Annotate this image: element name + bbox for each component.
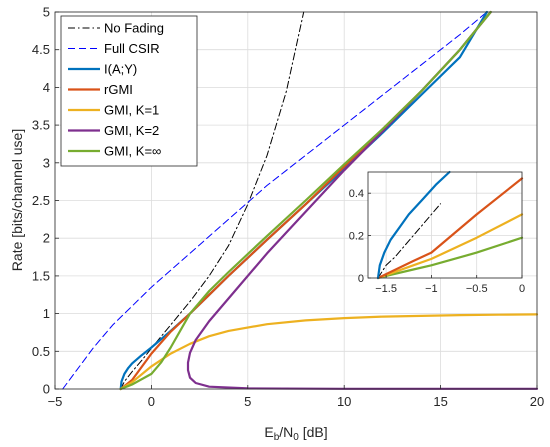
y-axis-label: Rate [bits/channel use] [9,129,25,271]
inset-series-line-no-fading [377,203,441,279]
y-tick-label: 0 [43,382,50,397]
series-line-full-csir [62,11,488,390]
inset-x-tick-label: −0.5 [466,283,488,295]
y-tick-label: 3 [43,155,50,170]
x-axis-label-sub-0: 0 [293,432,299,443]
inset-x-tick-label: −1.5 [375,283,397,295]
x-tick-label: −5 [48,394,63,409]
inset-series-line-rgmi [376,177,524,280]
legend-label-gmi-k-inf: GMI, K=∞ [104,144,161,159]
x-tick-label: 15 [433,394,447,409]
inset-y-tick-label: 0.2 [349,231,364,243]
x-axis-label-n: /N [279,424,293,440]
legend-label-no-fading: No Fading [104,21,164,36]
legend: No Fading Full CSIR I(A;Y) rGMI GMI, K=1 GMI,… [60,15,198,167]
series-line-gmi-k-2 [186,10,539,390]
series-line-gmi-k-1 [119,313,539,391]
inset-x-tick-label: 0 [519,283,525,295]
inset-y-tick-label: 0 [358,273,364,285]
y-tick-label: 1.5 [32,268,50,283]
y-tick-label: 0.5 [32,344,50,359]
inset-x-tick-label: −1 [425,283,438,295]
x-tick-label: 10 [337,394,351,409]
x-tick-label: 5 [244,394,251,409]
inset-frame [367,171,523,279]
x-tick-label: 0 [148,394,155,409]
x-axis-label-sub-b: b [274,432,280,443]
y-tick-label: 4 [43,80,50,95]
series-line-no-fading [120,11,305,390]
y-tick-label: 3.5 [32,118,50,133]
y-tick-label: 2.5 [32,193,50,208]
legend-label-gmi-k-1: GMI, K=1 [104,103,159,118]
y-tick-label: 2 [43,231,50,246]
series-line-gmi-k-inf [119,10,492,391]
x-axis-label-unit: [dB] [299,424,328,440]
y-tick-label: 4.5 [32,42,50,57]
inset-series-line-gmi-k-1 [376,213,524,280]
inset-series [376,170,524,280]
inset-y-tick-label: 0.4 [349,188,364,200]
main-series [62,10,539,391]
y-tick-label: 5 [43,5,50,20]
y-tick-label: 1 [43,306,50,321]
inset-series-line-i-a-y [376,170,451,280]
legend-label-gmi-k-2: GMI, K=2 [104,123,159,138]
x-tick-label: 20 [530,394,544,409]
legend-label-full-csir: Full CSIR [104,41,160,56]
legend-box [60,15,198,167]
legend-label-rgmi: rGMI [104,82,133,97]
inset-ticks: −1.5 −1 −0.5 0 0 0.2 0.4 [349,188,525,295]
legend-label-i-a-y: I(A;Y) [104,62,137,77]
inset-plot: −1.5 −1 −0.5 0 0 0.2 0.4 [349,170,525,295]
x-axis-label: Eb/N0 [dB] [264,424,327,443]
inset-background [368,172,522,278]
x-axis-label-e: E [264,424,273,440]
